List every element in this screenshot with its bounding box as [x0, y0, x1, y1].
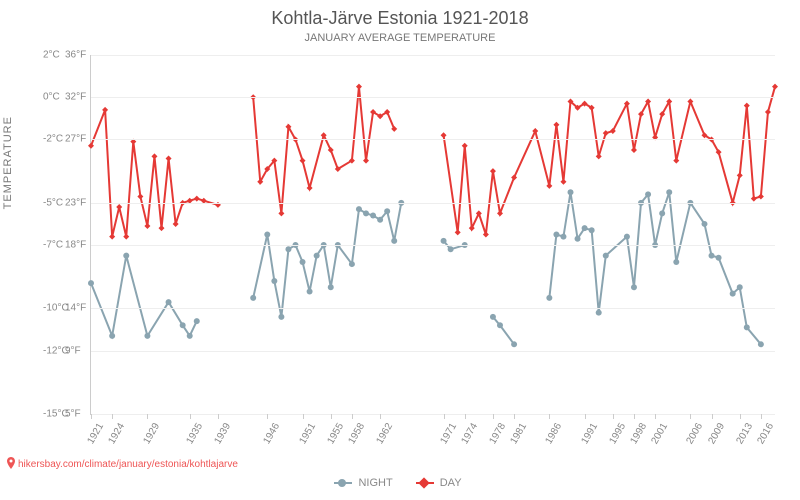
x-tick-label: 1986 — [544, 421, 565, 446]
x-tick — [267, 414, 268, 419]
y-axis-label: TEMPERATURE — [2, 116, 14, 209]
x-tick-label: 1995 — [607, 421, 628, 446]
gridline — [91, 351, 775, 352]
x-tick-label: 1958 — [346, 421, 367, 446]
y-tick-c: 0°C — [43, 92, 60, 103]
legend-night-label: NIGHT — [358, 477, 392, 489]
gridline — [91, 245, 775, 246]
y-tick-f: 5°F — [65, 409, 81, 420]
x-tick — [91, 414, 92, 419]
x-tick-label: 1955 — [325, 421, 346, 446]
x-tick — [218, 414, 219, 419]
x-tick — [585, 414, 586, 419]
gridline — [91, 139, 775, 140]
y-tick-f: 14°F — [65, 303, 86, 314]
x-tick — [634, 414, 635, 419]
chart-subtitle: JANUARY AVERAGE TEMPERATURE — [0, 32, 800, 44]
y-tick-f: 9°F — [65, 345, 81, 356]
x-tick-label: 1962 — [375, 421, 396, 446]
x-tick-label: 1929 — [142, 421, 163, 446]
legend-day: DAY — [420, 477, 462, 489]
x-tick — [549, 414, 550, 419]
x-tick-label: 1974 — [459, 421, 480, 446]
x-tick — [331, 414, 332, 419]
x-tick — [712, 414, 713, 419]
x-tick-label: 1971 — [438, 421, 459, 446]
gridline — [91, 308, 775, 309]
plot-area: 2°C36°F0°C32°F-2°C27°F-5°C23°F-7°C18°F-1… — [90, 55, 775, 415]
x-tick — [761, 414, 762, 419]
legend: NIGHT DAY — [0, 477, 800, 490]
x-tick — [613, 414, 614, 419]
chart-title: Kohtla-Järve Estonia 1921-2018 — [0, 8, 800, 29]
y-tick-f: 32°F — [65, 92, 86, 103]
y-tick-c: -2°C — [43, 134, 63, 145]
x-tick-label: 1991 — [579, 421, 600, 446]
legend-day-label: DAY — [440, 477, 462, 489]
y-tick-f: 23°F — [65, 197, 86, 208]
y-tick-c: -5°C — [43, 197, 63, 208]
x-tick-label: 1924 — [107, 421, 128, 446]
x-tick — [190, 414, 191, 419]
footer-url: hikersbay.com/climate/january/estonia/ko… — [18, 459, 238, 470]
map-pin-icon — [6, 457, 16, 472]
gridline — [91, 203, 775, 204]
x-tick-label: 2006 — [685, 421, 706, 446]
x-tick — [740, 414, 741, 419]
y-tick-f: 18°F — [65, 240, 86, 251]
x-tick-label: 1978 — [487, 421, 508, 446]
x-tick — [352, 414, 353, 419]
x-tick-label: 1981 — [509, 421, 530, 446]
legend-night-line — [334, 482, 352, 484]
legend-night: NIGHT — [338, 477, 392, 489]
y-tick-c: -7°C — [43, 240, 63, 251]
x-tick-label: 2016 — [755, 421, 776, 446]
x-tick — [690, 414, 691, 419]
x-tick-label: 2009 — [706, 421, 727, 446]
x-tick-label: 1921 — [85, 421, 106, 446]
gridline — [91, 97, 775, 98]
x-tick-label: 1951 — [297, 421, 318, 446]
x-tick-label: 1946 — [262, 421, 283, 446]
x-tick-label: 1998 — [628, 421, 649, 446]
x-tick — [303, 414, 304, 419]
x-tick-label: 2001 — [650, 421, 671, 446]
y-tick-c: 2°C — [43, 50, 60, 61]
chart-svg — [91, 55, 775, 414]
x-tick — [514, 414, 515, 419]
x-tick — [655, 414, 656, 419]
x-tick — [380, 414, 381, 419]
x-tick-label: 2013 — [734, 421, 755, 446]
chart-container: Kohtla-Järve Estonia 1921-2018 JANUARY A… — [0, 0, 800, 500]
footer: hikersbay.com/climate/january/estonia/ko… — [6, 457, 238, 472]
x-tick-label: 1939 — [212, 421, 233, 446]
x-tick — [493, 414, 494, 419]
legend-day-marker — [418, 477, 429, 488]
gridline — [91, 55, 775, 56]
y-tick-f: 36°F — [65, 50, 86, 61]
x-tick — [444, 414, 445, 419]
x-tick — [147, 414, 148, 419]
x-tick — [112, 414, 113, 419]
x-tick-label: 1935 — [184, 421, 205, 446]
x-tick — [465, 414, 466, 419]
gridline — [91, 414, 775, 415]
y-tick-f: 27°F — [65, 134, 86, 145]
